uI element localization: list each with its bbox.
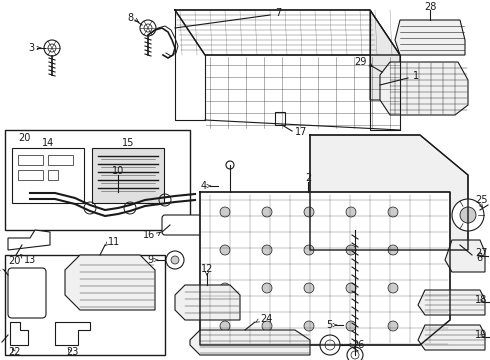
Text: 5: 5 xyxy=(326,320,332,330)
Circle shape xyxy=(346,321,356,331)
FancyBboxPatch shape xyxy=(162,215,203,235)
Bar xyxy=(48,155,73,165)
Polygon shape xyxy=(65,255,155,310)
Text: 8: 8 xyxy=(127,13,133,23)
Text: 25: 25 xyxy=(475,195,488,205)
Polygon shape xyxy=(445,240,485,272)
Circle shape xyxy=(452,199,484,231)
Circle shape xyxy=(220,283,230,293)
Text: 20: 20 xyxy=(8,256,21,266)
Circle shape xyxy=(44,40,60,56)
Text: 13: 13 xyxy=(24,255,36,265)
Text: 29: 29 xyxy=(355,57,367,67)
Polygon shape xyxy=(418,325,485,350)
Text: 20: 20 xyxy=(18,133,30,143)
Circle shape xyxy=(346,245,356,255)
Polygon shape xyxy=(175,285,240,320)
Polygon shape xyxy=(175,10,400,55)
Text: 19: 19 xyxy=(475,330,487,340)
FancyBboxPatch shape xyxy=(8,268,46,318)
Circle shape xyxy=(144,24,152,32)
Circle shape xyxy=(460,207,476,223)
Text: 11: 11 xyxy=(108,237,120,247)
Polygon shape xyxy=(275,112,285,125)
Text: 24: 24 xyxy=(260,314,272,324)
Bar xyxy=(5,130,190,230)
Polygon shape xyxy=(200,192,450,345)
Text: 15: 15 xyxy=(122,138,134,148)
Polygon shape xyxy=(10,322,28,345)
Circle shape xyxy=(166,251,184,269)
Bar xyxy=(48,170,58,180)
Text: 28: 28 xyxy=(424,2,436,12)
Text: 17: 17 xyxy=(295,127,307,137)
Circle shape xyxy=(388,207,398,217)
Bar xyxy=(18,155,43,165)
Bar xyxy=(92,148,164,203)
Circle shape xyxy=(262,283,272,293)
Circle shape xyxy=(388,245,398,255)
Text: 23: 23 xyxy=(66,347,78,357)
Polygon shape xyxy=(8,230,50,250)
Circle shape xyxy=(304,207,314,217)
Polygon shape xyxy=(418,290,485,315)
Circle shape xyxy=(304,245,314,255)
Polygon shape xyxy=(395,20,465,55)
Polygon shape xyxy=(190,330,310,355)
Text: 2: 2 xyxy=(305,173,311,183)
Text: 1: 1 xyxy=(413,71,419,81)
Text: 18: 18 xyxy=(475,295,487,305)
Circle shape xyxy=(388,283,398,293)
Circle shape xyxy=(220,321,230,331)
Circle shape xyxy=(140,20,156,36)
Circle shape xyxy=(262,207,272,217)
Polygon shape xyxy=(55,322,90,345)
Polygon shape xyxy=(310,135,468,250)
Circle shape xyxy=(347,347,363,360)
Circle shape xyxy=(346,207,356,217)
Text: 6: 6 xyxy=(476,253,482,263)
Circle shape xyxy=(171,256,179,264)
Text: 3: 3 xyxy=(28,43,34,53)
Bar xyxy=(5,255,165,355)
Polygon shape xyxy=(380,62,468,115)
Text: 16: 16 xyxy=(143,230,155,240)
Text: 21: 21 xyxy=(0,263,2,273)
Circle shape xyxy=(220,245,230,255)
Circle shape xyxy=(262,245,272,255)
Text: 14: 14 xyxy=(42,138,54,148)
Circle shape xyxy=(226,161,234,169)
Bar xyxy=(18,170,43,180)
Circle shape xyxy=(388,321,398,331)
Circle shape xyxy=(220,207,230,217)
Circle shape xyxy=(262,321,272,331)
Text: 4: 4 xyxy=(201,181,207,191)
Polygon shape xyxy=(370,10,400,100)
Circle shape xyxy=(304,283,314,293)
Text: 27: 27 xyxy=(475,248,488,258)
Text: 26: 26 xyxy=(352,340,365,350)
Text: 12: 12 xyxy=(201,264,213,274)
Text: 10: 10 xyxy=(112,166,124,176)
Text: 22: 22 xyxy=(8,347,20,357)
Text: 9: 9 xyxy=(147,255,153,265)
Circle shape xyxy=(48,44,56,52)
Text: 7: 7 xyxy=(275,8,281,18)
Circle shape xyxy=(346,283,356,293)
Circle shape xyxy=(320,335,340,355)
Circle shape xyxy=(304,321,314,331)
Bar xyxy=(12,148,84,203)
